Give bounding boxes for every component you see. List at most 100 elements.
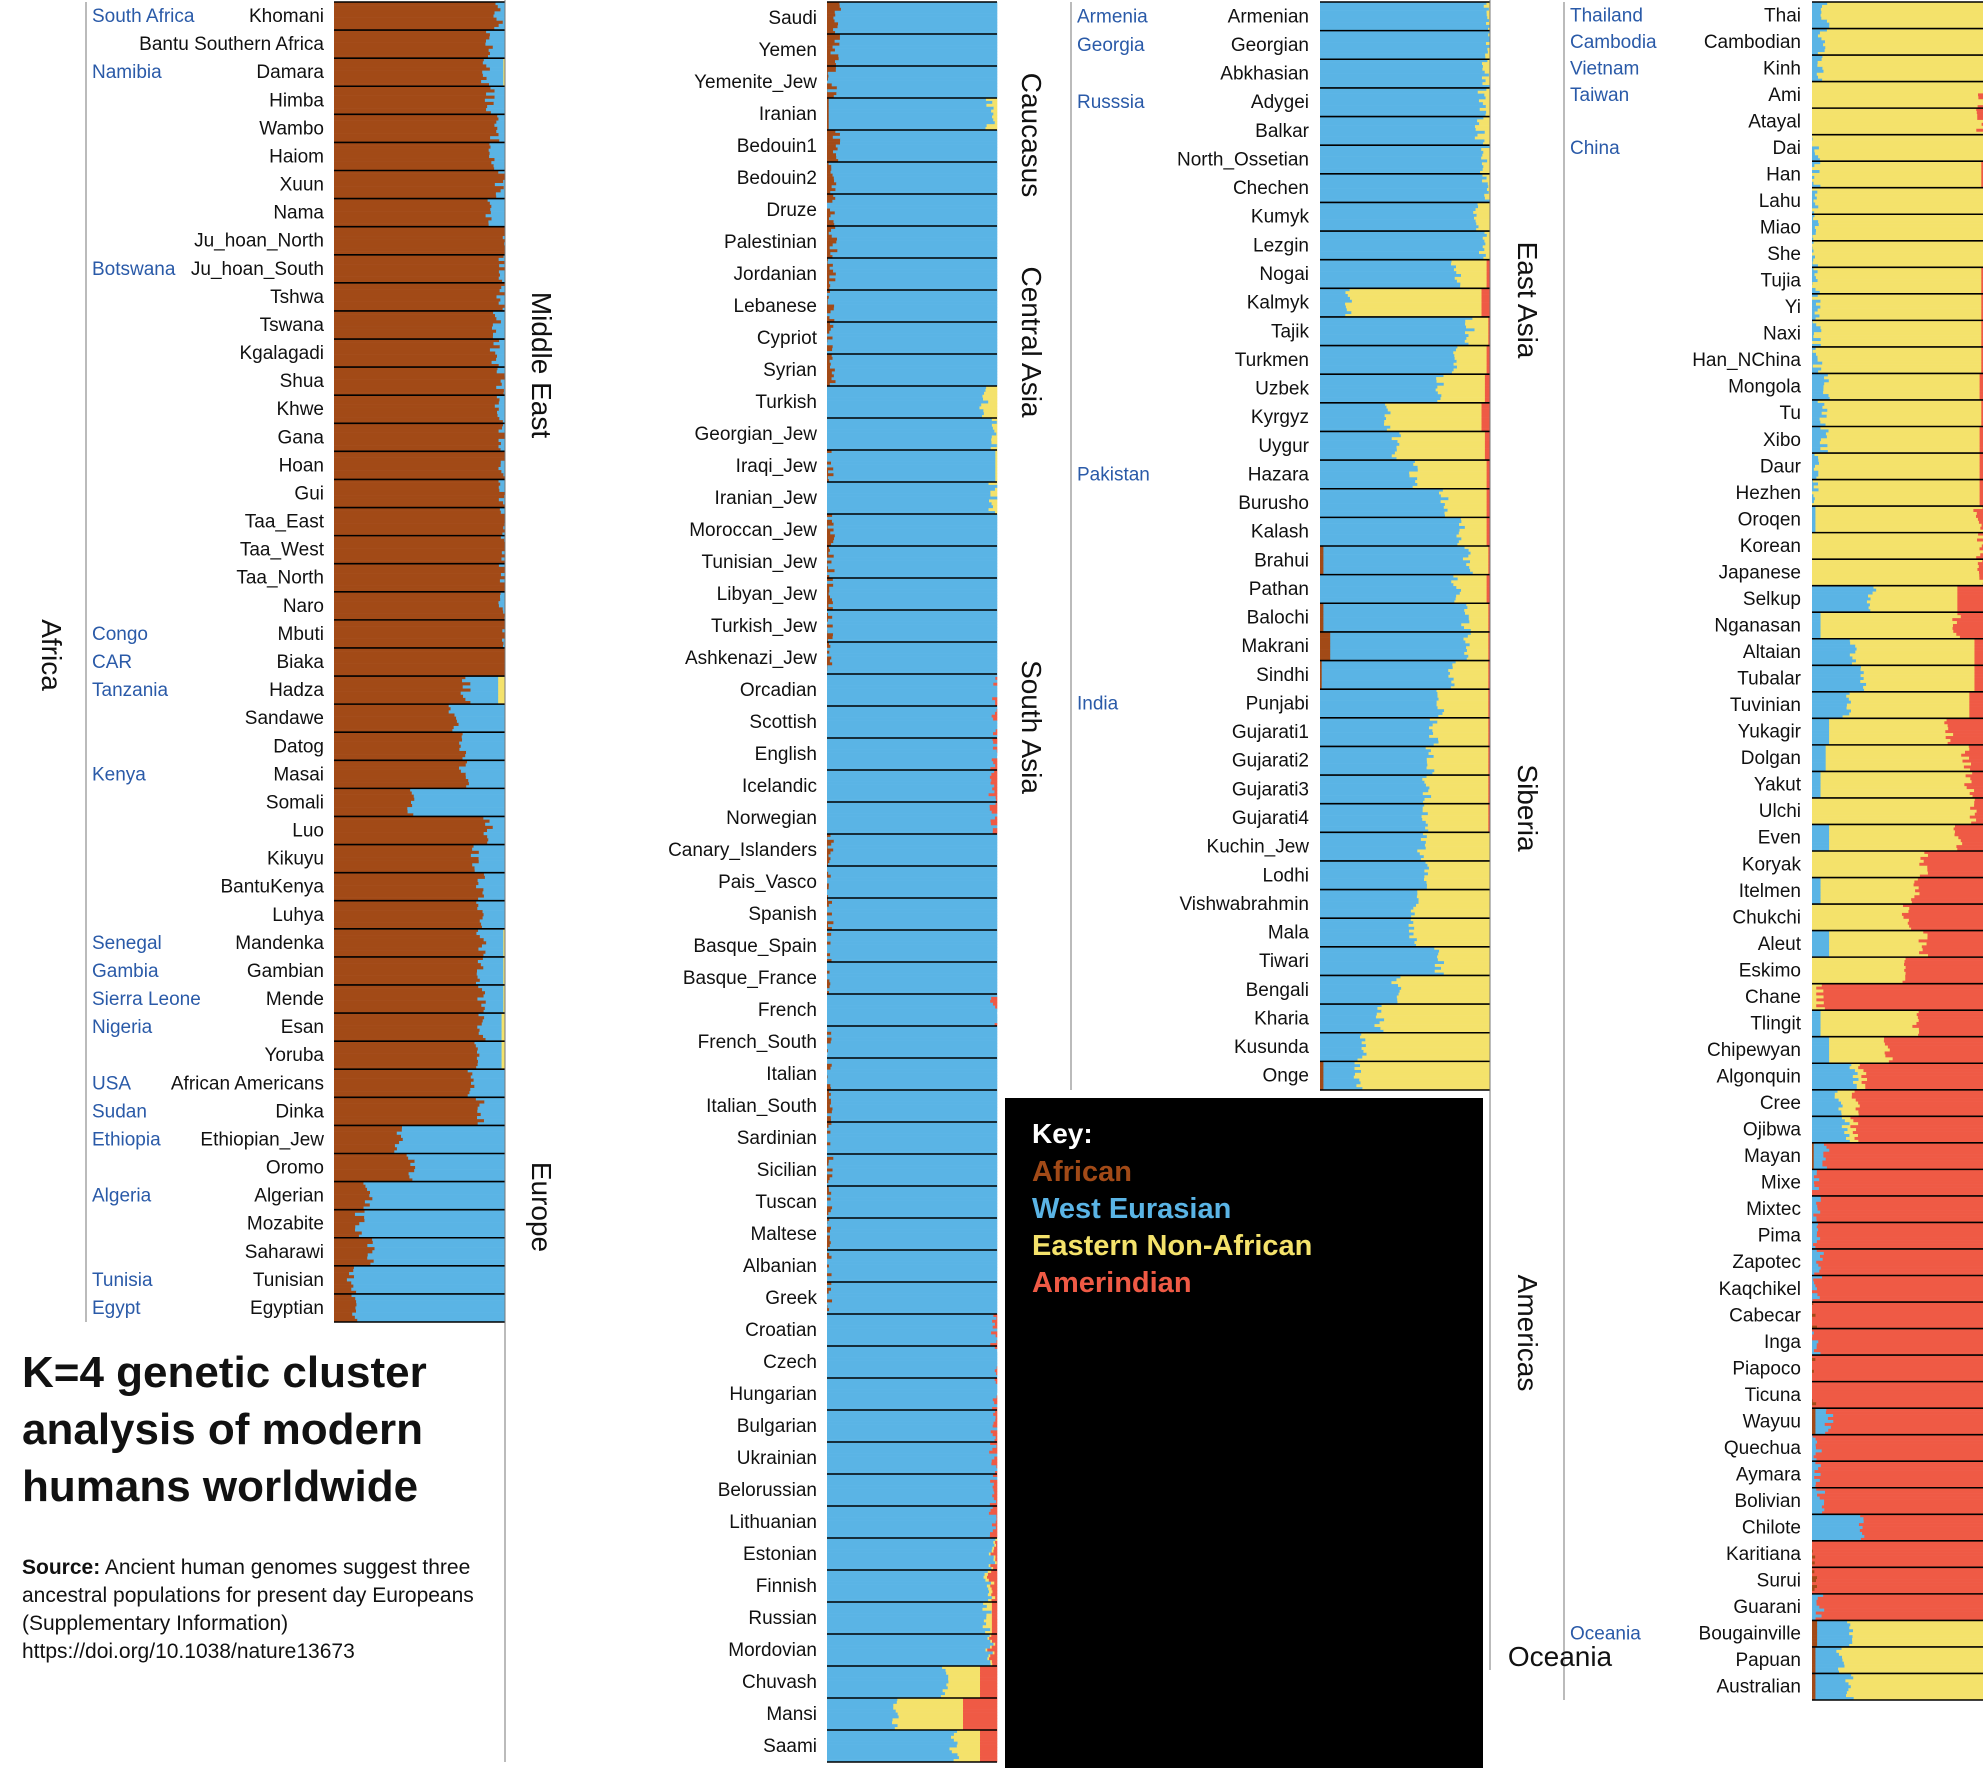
bar-segment-lodhi-2 <box>1425 860 1491 865</box>
bar-segment-mozabite-0 <box>334 1222 360 1226</box>
pop-label-mongola: Mongola <box>1728 377 1801 398</box>
bar-segment-chukchi-3 <box>1903 915 1983 920</box>
source-url[interactable]: https://doi.org/10.1038/nature13673 <box>22 1640 355 1663</box>
bar-segment-japanese-3 <box>1979 573 1983 578</box>
bar-segment-adygei-1 <box>1320 96 1486 100</box>
bar-segment-lezgin-2 <box>1484 231 1491 235</box>
bar-segment-tubalar-2 <box>1863 671 1975 675</box>
bar-segment-altaian-2 <box>1855 644 1975 648</box>
bar-segment-xuun-0 <box>334 182 496 187</box>
bar-segment-esan-2 <box>501 1013 506 1017</box>
bar-segment-uzbek-2 <box>1435 388 1486 392</box>
bar-segment-bedouin1-1 <box>837 147 998 151</box>
bar-segment-kinh-2 <box>1823 69 1983 74</box>
bar-segment-armenian-1 <box>1320 27 1489 31</box>
bar-segment-english-1 <box>827 743 998 748</box>
bar-segment-croatian-1 <box>827 1322 996 1326</box>
pop-label-yoruba: Yoruba <box>264 1045 324 1066</box>
bar-segment-balochi-3 <box>1488 617 1491 621</box>
bar-segment-tuvinian-1 <box>1812 703 1848 707</box>
bar-segment-cambodian-1 <box>1812 43 1824 47</box>
bar-segment-tuvinian-2 <box>1846 694 1970 699</box>
bar-segment-tuscan-0 <box>827 1209 832 1213</box>
bar-segment-saharawi-0 <box>334 1262 371 1267</box>
bar-segment-guarani-1 <box>1812 1602 1817 1606</box>
bar-segment-italian-1 <box>831 1063 998 1068</box>
bar-segment-nogai-3 <box>1486 268 1491 272</box>
bar-segment-khomani-0 <box>334 5 499 9</box>
bar-segment-yakut-3 <box>1972 771 1983 775</box>
bar-segment-bengali-1 <box>1320 986 1402 991</box>
bar-segment-ethiopian-jew-1 <box>401 1125 506 1129</box>
bar-segment-esan-0 <box>334 1028 480 1033</box>
bar-segment-sandawe-1 <box>448 710 506 714</box>
bar-segment-selkup-3 <box>1957 594 1983 598</box>
bar-segment-ami-2 <box>1812 96 1979 100</box>
bar-segment-han-nchina-1 <box>1812 346 1816 351</box>
bar-segment-korean-3 <box>1980 553 1983 557</box>
bar-segment-czech-1 <box>827 1360 998 1364</box>
bar-segment-iranian-jew-2 <box>988 482 998 486</box>
bar-segment-guarani-3 <box>1815 1617 1983 1621</box>
bar-segment-luhya-1 <box>482 910 506 914</box>
bar-segment-estonian-1 <box>827 1552 990 1556</box>
bar-segment-north-ossetian-2 <box>1481 148 1491 152</box>
bar-segment-tubalar-1 <box>1812 682 1867 687</box>
bar-segment-turkish-jew-1 <box>827 618 998 622</box>
pop-label-lebanese: Lebanese <box>734 296 817 317</box>
bar-segment-dolgan-2 <box>1825 765 1965 769</box>
bar-segment-iraqi-jew-2 <box>995 479 998 483</box>
bar-segment-burusho-2 <box>1444 503 1487 507</box>
bar-segment-lithuanian-1 <box>827 1517 997 1521</box>
bar-segment-chechen-1 <box>1320 199 1491 203</box>
bar-segment-zapotec-1 <box>1812 1269 1820 1273</box>
bar-segment-mixtec-3 <box>1820 1210 1983 1214</box>
bar-segment-haiom-1 <box>489 154 506 159</box>
bar-segment-altaian-2 <box>1850 641 1975 645</box>
bar-segment-daur-1 <box>1812 467 1815 472</box>
pop-label-selkup: Selkup <box>1743 589 1801 610</box>
bar-segment-croatian-3 <box>996 1340 998 1344</box>
bar-segment-kharia-1 <box>1320 1006 1378 1011</box>
bar-segment-lithuanian-3 <box>996 1517 998 1521</box>
bar-segment-inga-1 <box>1812 1349 1815 1353</box>
bar-segment-scottish-3 <box>995 729 998 733</box>
bar-segment-african-americans-0 <box>334 1084 475 1089</box>
bar-segment-maltese-1 <box>829 1238 998 1242</box>
bar-segment-ju-hoan-north-0 <box>334 245 506 249</box>
bar-segment-onge-2 <box>1354 1072 1491 1076</box>
bar-segment-cypriot-1 <box>827 351 998 355</box>
bar-segment-chuvash-3 <box>980 1668 998 1673</box>
bar-segment-brahui-2 <box>1469 560 1489 564</box>
bar-segment-bedouin2-1 <box>834 179 998 183</box>
bar-segment-kalmyk-1 <box>1320 308 1348 312</box>
pop-label-dolgan: Dolgan <box>1741 748 1801 769</box>
bar-segment-mordovian-1 <box>827 1634 990 1638</box>
bar-segment-gambian-1 <box>477 960 504 964</box>
bar-segment-turkish-2 <box>982 415 998 419</box>
bar-segment-tlingit-2 <box>1820 1019 1920 1023</box>
bar-segment-georgian-jew-1 <box>827 447 992 451</box>
bar-segment-dolgan-3 <box>1963 765 1983 769</box>
bar-segment-haiom-0 <box>334 158 495 162</box>
bar-segment-pathan-1 <box>1320 597 1456 601</box>
bar-segment-chipewyan-1 <box>1812 1042 1830 1046</box>
bar-segment-lebanese-1 <box>829 316 998 320</box>
pop-label-khomani: Khomani <box>249 6 324 27</box>
bar-segment-bantukenya-0 <box>334 875 486 880</box>
bar-segment-makrani-2 <box>1467 634 1489 638</box>
bar-segment-norwegian-3 <box>994 816 998 820</box>
bar-segment-kumyk-2 <box>1478 205 1491 209</box>
bar-segment-uygur-1 <box>1320 448 1398 452</box>
bar-segment-french-3 <box>995 1005 998 1009</box>
bar-segment-naxi-1 <box>1812 323 1817 327</box>
bar-segment-algonquin-3 <box>1865 1086 1983 1091</box>
bar-segment-himba-0 <box>334 92 487 96</box>
bar-segment-yemenite-jew-0 <box>827 86 838 90</box>
bar-segment-itelmen-2 <box>1820 880 1915 884</box>
bar-segment-mansi-3 <box>963 1715 998 1719</box>
bar-segment-mixtec-1 <box>1812 1198 1822 1203</box>
bar-segment-oromo-0 <box>334 1156 409 1161</box>
bar-segment-ethiopian-jew-0 <box>334 1131 398 1136</box>
bar-segment-punjabi-1 <box>1320 694 1438 699</box>
